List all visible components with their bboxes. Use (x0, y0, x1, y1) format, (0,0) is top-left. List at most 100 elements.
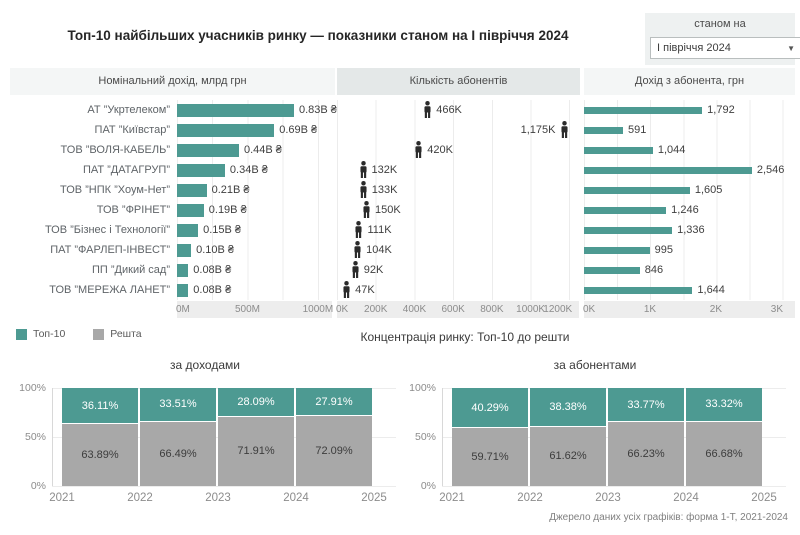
arpu-bar[interactable] (584, 186, 690, 194)
arpu-value-label: 995 (654, 244, 673, 256)
top10-value-label: 27.91% (315, 395, 353, 408)
y-axis-label: 0% (30, 480, 46, 492)
person-icon[interactable] (353, 221, 364, 238)
gridline (442, 486, 786, 487)
top10-segment[interactable]: 28.09% (218, 388, 294, 416)
revenue-row: 0.10B ₴ (177, 240, 332, 260)
subscribers-value-label: 133K (371, 184, 398, 196)
person-icon[interactable] (352, 241, 363, 258)
person-icon[interactable] (413, 141, 424, 158)
revenue-plot: 0.83B ₴ 0.69B ₴ 0.44B ₴ 0.34B ₴ 0.21B ₴ 0.19B… (177, 100, 337, 300)
axis-tick-label: 200K (364, 304, 388, 315)
chart-title-subscribers-share: за абонентами (553, 358, 637, 372)
filter-label: станом на (694, 18, 746, 30)
person-icon[interactable] (350, 261, 361, 278)
arpu-row: 1,246 (584, 200, 795, 220)
arpu-bar[interactable] (584, 266, 640, 274)
subscribers-row: 133K (337, 180, 579, 200)
top10-value-label: 33.51% (159, 398, 197, 411)
rest-segment[interactable]: 72.09% (296, 415, 372, 486)
top10-value-label: 28.09% (237, 395, 275, 408)
y-axis-label: 50% (414, 431, 436, 443)
arpu-bar[interactable] (584, 226, 673, 234)
y-axis-label: 50% (24, 431, 46, 443)
revenue-bar[interactable] (177, 163, 225, 177)
company-label: АТ ”Укртелеком” (87, 104, 170, 116)
stacked-bar: 27.91% 72.09% (296, 388, 372, 486)
revenue-bar[interactable] (177, 203, 204, 217)
arpu-value-label: 591 (627, 124, 647, 136)
dropdown-caret-icon: ▼ (787, 43, 795, 53)
revenue-bar[interactable] (177, 223, 199, 237)
top10-segment[interactable]: 33.32% (686, 388, 762, 421)
revenue-row: 0.19B ₴ (177, 200, 332, 220)
axis-tick-label: 1K (643, 304, 657, 315)
arpu-bar[interactable] (584, 146, 653, 154)
rest-segment[interactable]: 59.71% (452, 427, 528, 486)
revenue-axis: 0M 500M 1000M (176, 301, 333, 318)
rest-segment[interactable]: 66.68% (686, 420, 762, 486)
revenue-bar[interactable] (177, 103, 294, 117)
arpu-row: 1,044 (584, 140, 795, 160)
person-icon[interactable] (422, 101, 433, 118)
rest-segment[interactable]: 66.49% (140, 420, 216, 486)
stacked-bar: 40.29% 59.71% (452, 388, 528, 486)
top10-segment[interactable]: 40.29% (452, 388, 528, 428)
revenue-value-label: 0.44B ₴ (244, 144, 282, 156)
stacked-bar: 36.11% 63.89% (62, 388, 138, 486)
company-label: ПАТ ”ДАТАГРУП” (82, 164, 170, 176)
top10-segment[interactable]: 36.11% (62, 388, 138, 424)
arpu-plot: 1,792 591 1,044 2,546 1,605 1,246 1,336 995 846 1… (584, 100, 795, 300)
revenue-bar[interactable] (177, 123, 275, 137)
legend-item-rest[interactable]: Решта (93, 328, 142, 340)
legend-item-top10[interactable]: Топ-10 (16, 328, 65, 340)
top10-segment[interactable]: 27.91% (296, 388, 372, 416)
top10-segment[interactable]: 33.51% (140, 388, 216, 421)
arpu-bar[interactable] (584, 246, 650, 254)
arpu-axis: 0K 1K 2K 3K (583, 301, 795, 318)
arpu-value-label: 1,605 (694, 184, 723, 196)
person-icon[interactable] (341, 281, 352, 298)
revenue-bar[interactable] (177, 143, 239, 157)
arpu-row: 1,336 (584, 220, 795, 240)
revenue-row: 0.34B ₴ (177, 160, 332, 180)
revenue-row: 0.08B ₴ (177, 260, 332, 280)
revenue-bar[interactable] (177, 283, 189, 297)
data-source-note: Джерело даних усіх графіків: форма 1-Т, … (549, 512, 788, 523)
person-icon[interactable] (361, 201, 372, 218)
column-header-arpu: Дохід з абонента, грн (584, 68, 795, 95)
top10-value-label: 33.32% (705, 398, 743, 411)
axis-tick-label: 1200K (543, 304, 573, 315)
axis-tick-label: 600K (441, 304, 465, 315)
arpu-row: 1,792 (584, 100, 795, 120)
revenue-value-label: 0.10B ₴ (196, 244, 234, 256)
rest-value-label: 66.49% (159, 447, 197, 460)
top10-segment[interactable]: 38.38% (530, 388, 606, 426)
person-icon[interactable] (358, 161, 369, 178)
top10-swatch-icon (16, 328, 27, 340)
arpu-bar[interactable] (584, 126, 623, 134)
rest-value-label: 66.23% (627, 448, 665, 461)
rest-segment[interactable]: 61.62% (530, 425, 606, 486)
arpu-value-label: 1,644 (697, 284, 725, 296)
person-icon[interactable] (559, 121, 570, 138)
arpu-value-label: 846 (644, 264, 664, 276)
revenue-bar[interactable] (177, 183, 207, 197)
arpu-bar[interactable] (584, 166, 752, 174)
revenue-row: 0.83B ₴ (177, 100, 337, 120)
person-icon[interactable] (358, 181, 369, 198)
rest-segment[interactable]: 71.91% (218, 415, 294, 486)
revenue-bar[interactable] (177, 263, 189, 277)
revenue-bar[interactable] (177, 243, 192, 257)
revenue-row: 0.08B ₴ (177, 280, 332, 300)
arpu-row: 591 (584, 120, 795, 140)
arpu-row: 1,605 (584, 180, 795, 200)
top10-segment[interactable]: 33.77% (608, 388, 684, 422)
rest-segment[interactable]: 63.89% (62, 423, 138, 486)
arpu-bar[interactable] (584, 286, 693, 294)
period-select[interactable]: І півріччя 2024 ▼ (650, 37, 800, 59)
arpu-bar[interactable] (584, 206, 667, 214)
rest-segment[interactable]: 66.23% (608, 421, 684, 486)
legend-label-top10: Топ-10 (33, 328, 66, 340)
arpu-bar[interactable] (584, 106, 703, 114)
